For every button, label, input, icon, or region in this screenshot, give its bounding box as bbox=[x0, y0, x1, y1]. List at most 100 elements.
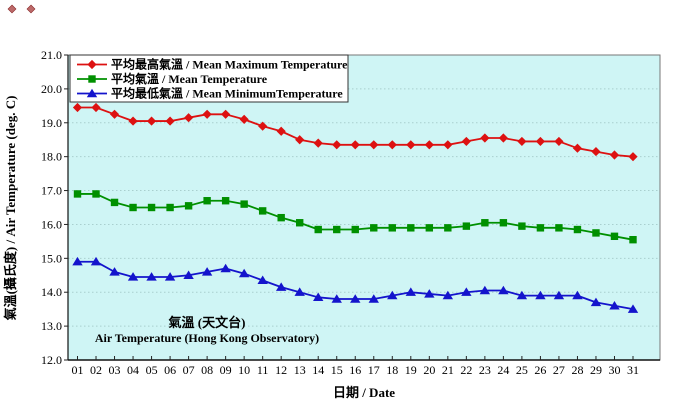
data-point-mean-minimum-temperature bbox=[257, 275, 268, 285]
x-tick-label: 20 bbox=[423, 363, 435, 377]
x-tick-label: 14 bbox=[312, 363, 324, 377]
data-point-mean-maximum-temperature bbox=[91, 102, 101, 113]
data-point-mean-maximum-temperature bbox=[146, 116, 157, 126]
data-point-mean-minimum-temperature bbox=[294, 287, 305, 296]
y-axis-title: 氣溫(攝氏度) / Air Temperature (deg. C) bbox=[3, 96, 18, 321]
data-point-mean-temperature bbox=[166, 203, 174, 212]
legend-box bbox=[69, 54, 349, 103]
x-tick-label: 09 bbox=[220, 363, 232, 377]
y-tick-label: 17.0 bbox=[41, 184, 62, 198]
data-point-mean-maximum-temperature bbox=[369, 140, 379, 150]
annotation-english: Air Temperature (Hong Kong Observatory) bbox=[95, 331, 319, 345]
data-point-mean-maximum-temperature bbox=[332, 140, 342, 150]
data-point-mean-temperature bbox=[462, 222, 471, 230]
data-point-mean-temperature bbox=[573, 225, 582, 234]
x-tick-label: 25 bbox=[516, 363, 528, 377]
data-point-mean-maximum-temperature bbox=[165, 116, 175, 126]
x-tick-label: 23 bbox=[479, 363, 491, 377]
data-point-mean-minimum-temperature bbox=[146, 272, 157, 281]
data-point-mean-minimum-temperature bbox=[331, 294, 342, 303]
data-point-mean-minimum-temperature bbox=[90, 256, 102, 266]
x-tick-label: 06 bbox=[164, 363, 176, 377]
x-tick-label: 27 bbox=[553, 363, 565, 377]
data-point-mean-temperature bbox=[555, 224, 563, 232]
legend-label-mean-temperature: 平均氣溫 / Mean Temperature bbox=[111, 71, 268, 86]
data-point-mean-temperature bbox=[444, 224, 452, 232]
data-point-mean-maximum-temperature bbox=[350, 140, 360, 150]
data-point-mean-maximum-temperature bbox=[609, 150, 620, 160]
x-tick-label: 26 bbox=[534, 363, 546, 377]
data-point-mean-temperature bbox=[258, 207, 267, 215]
data-point-mean-temperature bbox=[407, 224, 415, 232]
data-point-mean-minimum-temperature bbox=[220, 263, 231, 273]
data-point-mean-maximum-temperature bbox=[443, 140, 453, 150]
y-tick-label: 14.0 bbox=[41, 285, 62, 299]
y-tick-label: 15.0 bbox=[41, 251, 62, 265]
data-point-mean-maximum-temperature bbox=[184, 113, 194, 123]
x-tick-label: 28 bbox=[571, 363, 583, 377]
data-point-mean-maximum-temperature bbox=[202, 109, 212, 119]
x-tick-label: 07 bbox=[183, 363, 195, 377]
y-tick-label: 21.0 bbox=[41, 48, 62, 62]
x-tick-label: 30 bbox=[608, 363, 620, 377]
data-point-mean-temperature bbox=[147, 203, 156, 212]
y-tick-label: 19.0 bbox=[41, 116, 62, 130]
data-point-mean-temperature bbox=[277, 213, 285, 222]
data-point-mean-minimum-temperature bbox=[424, 289, 435, 298]
data-point-mean-minimum-temperature bbox=[405, 287, 416, 296]
data-point-mean-temperature bbox=[481, 219, 489, 227]
legend-square-icon bbox=[88, 75, 96, 83]
data-point-mean-temperature bbox=[110, 198, 119, 207]
data-point-mean-temperature bbox=[203, 197, 211, 205]
x-tick-label: 04 bbox=[127, 363, 139, 377]
data-point-mean-maximum-temperature bbox=[258, 121, 268, 131]
corner-decoration-icon bbox=[26, 4, 36, 14]
data-point-mean-maximum-temperature bbox=[628, 152, 638, 162]
x-tick-label: 02 bbox=[90, 363, 102, 377]
data-point-mean-minimum-temperature bbox=[109, 267, 120, 276]
data-point-mean-maximum-temperature bbox=[387, 140, 397, 150]
data-point-mean-maximum-temperature bbox=[72, 102, 83, 113]
data-point-mean-maximum-temperature bbox=[276, 126, 286, 136]
data-point-mean-temperature bbox=[314, 225, 322, 234]
data-point-mean-maximum-temperature bbox=[517, 136, 527, 147]
y-tick-label: 13.0 bbox=[41, 319, 62, 333]
data-point-mean-minimum-temperature bbox=[183, 270, 194, 279]
x-tick-label: 15 bbox=[331, 363, 343, 377]
data-point-mean-minimum-temperature bbox=[516, 290, 528, 300]
data-point-mean-minimum-temperature bbox=[387, 290, 398, 300]
data-point-mean-maximum-temperature bbox=[498, 133, 508, 143]
data-point-mean-minimum-temperature bbox=[238, 268, 250, 278]
data-point-mean-temperature bbox=[629, 235, 637, 244]
data-point-mean-minimum-temperature bbox=[535, 290, 546, 300]
data-point-mean-maximum-temperature bbox=[239, 114, 249, 124]
data-point-mean-minimum-temperature bbox=[313, 292, 324, 302]
x-tick-label: 08 bbox=[201, 363, 213, 377]
data-point-mean-minimum-temperature bbox=[127, 272, 139, 281]
x-tick-label: 16 bbox=[349, 363, 361, 377]
x-tick-label: 13 bbox=[294, 363, 306, 377]
data-point-mean-minimum-temperature bbox=[572, 290, 583, 300]
legend-diamond-icon bbox=[87, 59, 97, 70]
data-point-mean-temperature bbox=[610, 232, 619, 241]
data-point-mean-maximum-temperature bbox=[480, 133, 490, 143]
data-point-mean-maximum-temperature bbox=[406, 140, 416, 150]
data-point-mean-minimum-temperature bbox=[201, 267, 213, 276]
data-point-mean-temperature bbox=[499, 219, 508, 227]
x-tick-label: 19 bbox=[405, 363, 417, 377]
x-tick-label: 03 bbox=[109, 363, 121, 377]
data-point-mean-maximum-temperature bbox=[424, 140, 434, 150]
y-tick-label: 20.0 bbox=[41, 82, 62, 96]
y-tick-label: 12.0 bbox=[41, 353, 62, 367]
x-tick-label: 17 bbox=[368, 363, 380, 377]
data-point-mean-maximum-temperature bbox=[572, 143, 583, 153]
data-point-mean-minimum-temperature bbox=[553, 290, 565, 300]
x-tick-label: 22 bbox=[460, 363, 472, 377]
legend-label-mean-maximum-temperature: 平均最高氣溫 / Mean Maximum Temperature bbox=[111, 57, 348, 72]
data-point-mean-temperature bbox=[92, 190, 100, 198]
x-tick-label: 18 bbox=[386, 363, 398, 377]
y-tick-label: 16.0 bbox=[41, 217, 62, 231]
x-tick-label: 12 bbox=[275, 363, 287, 377]
data-point-mean-temperature bbox=[240, 200, 248, 208]
legend-label-mean-minimum-temperature: 平均最低氣溫 / Mean MinimumTemperature bbox=[111, 86, 343, 101]
